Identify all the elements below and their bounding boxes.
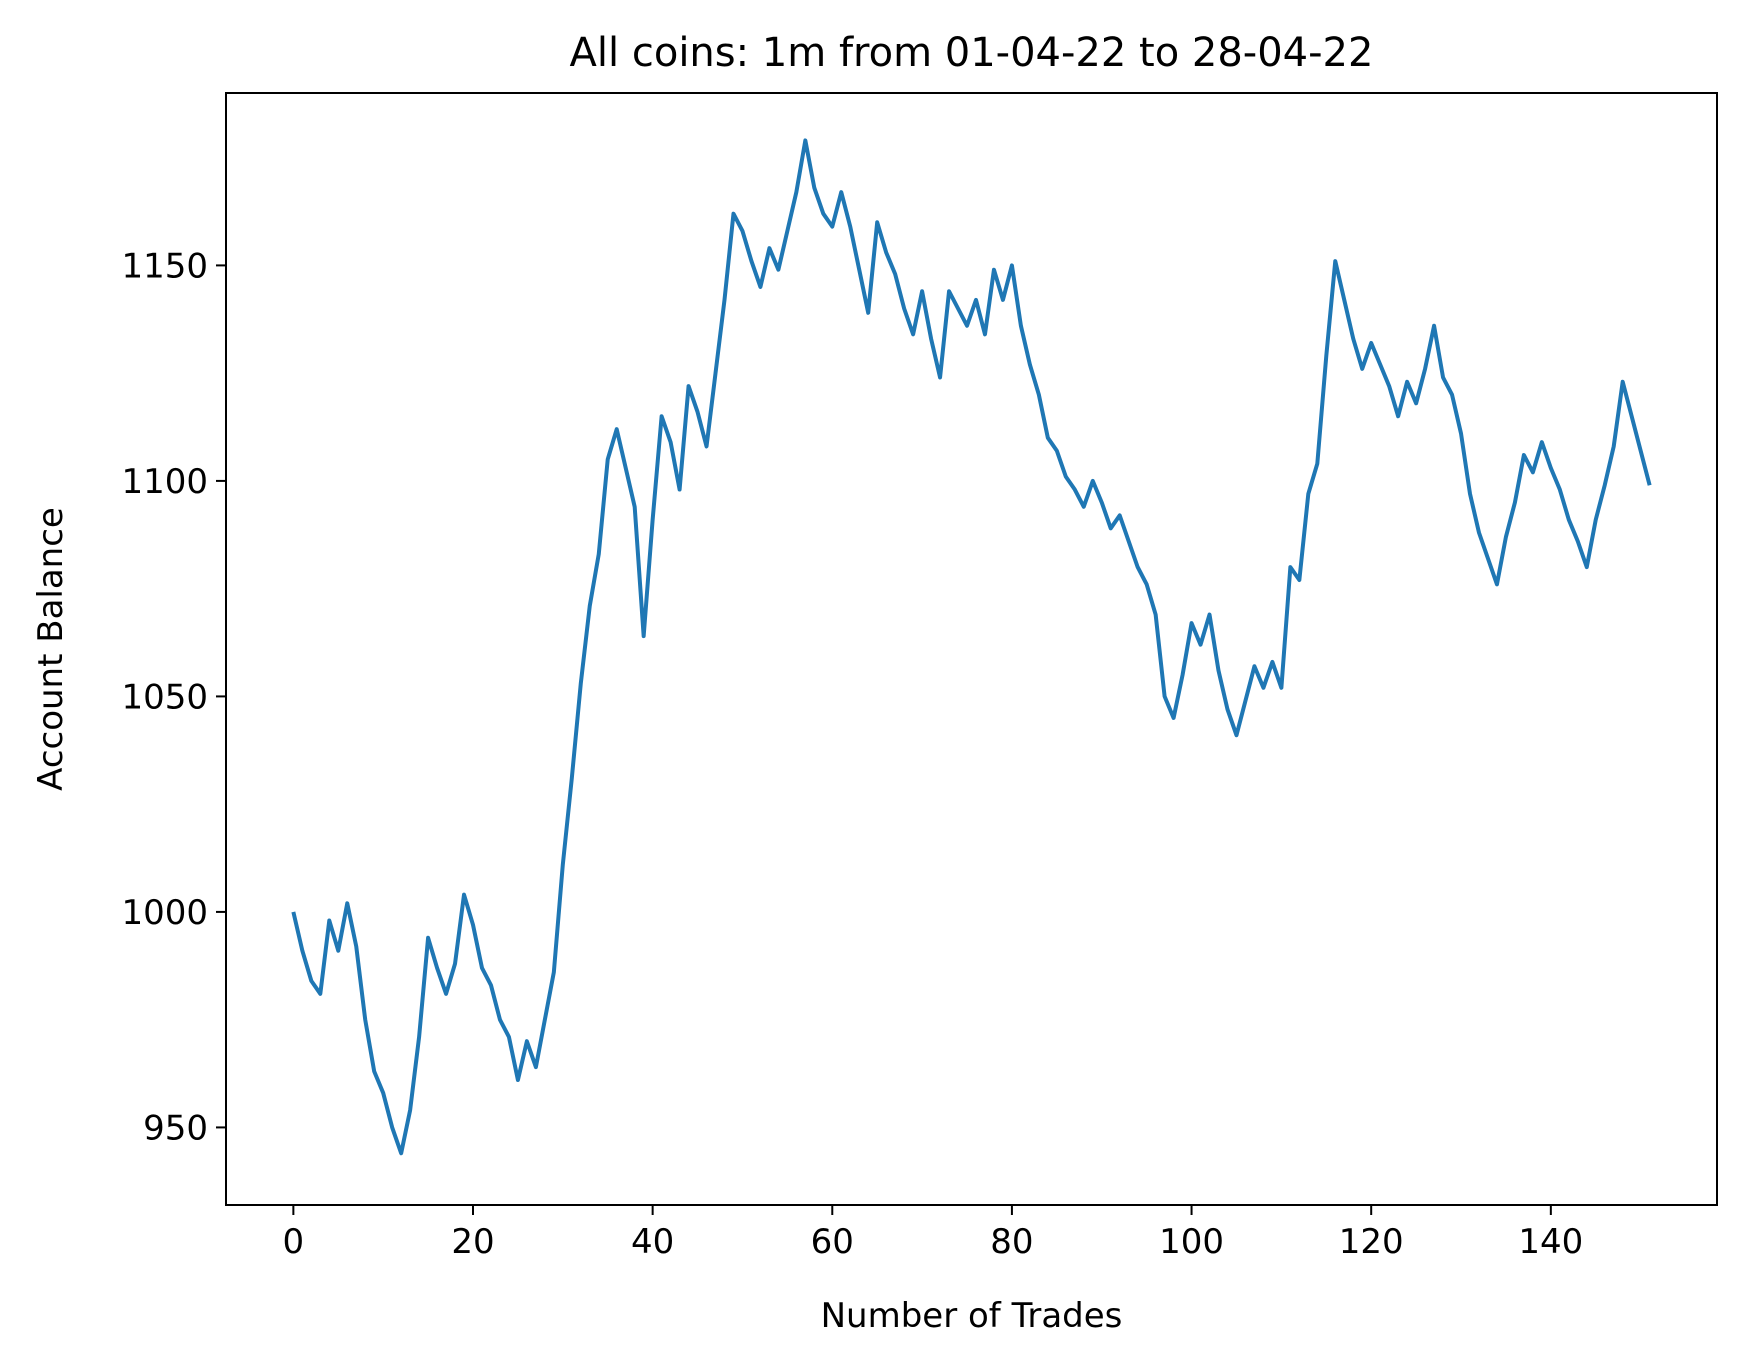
x-tick-label: 60: [811, 1222, 854, 1262]
plot-area: [291, 138, 1652, 1156]
y-axis: 950 1000 1050 1100 1150: [121, 246, 226, 1148]
x-tick-label: 40: [631, 1222, 674, 1262]
x-tick-label: 20: [451, 1222, 494, 1262]
y-tick-label: 1100: [121, 462, 208, 502]
x-tick-label: 0: [283, 1222, 305, 1262]
x-tick-label: 140: [1518, 1222, 1583, 1262]
x-tick-label: 100: [1159, 1222, 1224, 1262]
x-tick-label: 120: [1339, 1222, 1404, 1262]
plot-frame: [225, 92, 1718, 1206]
y-tick-label: 950: [143, 1108, 208, 1148]
series-line-0: [291, 138, 1652, 1156]
chart-title: All coins: 1m from 01-04-22 to 28-04-22: [570, 30, 1374, 76]
y-tick-label: 1000: [121, 893, 208, 933]
y-tick-label: 1050: [121, 677, 208, 717]
x-tick-label: 80: [990, 1222, 1033, 1262]
y-axis-label: Account Balance: [31, 507, 71, 791]
x-axis-label: Number of Trades: [821, 1296, 1123, 1336]
y-tick-label: 1150: [121, 246, 208, 286]
x-axis: 0 20 40 60 80 100 120 140: [283, 1205, 1583, 1262]
